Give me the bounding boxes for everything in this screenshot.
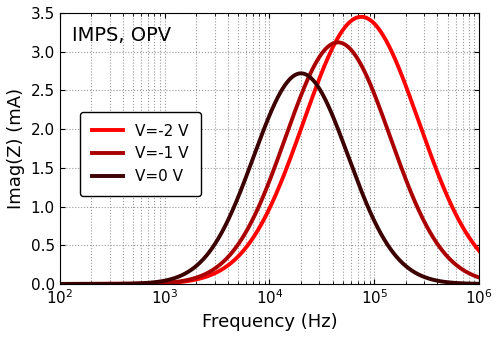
V=-1 V [335, 40, 341, 44]
V=0 V [104, 282, 110, 286]
V=-2 V [476, 249, 482, 253]
Text: IMPS, OPV: IMPS, OPV [72, 26, 172, 46]
V=-2 V [104, 282, 110, 286]
V=-1 V [104, 282, 110, 286]
V=-2 V [236, 254, 242, 258]
V=-1 V [130, 282, 136, 286]
V=-1 V [56, 282, 62, 286]
V=-2 V [56, 282, 62, 286]
Y-axis label: Imag(Z) (mA): Imag(Z) (mA) [7, 88, 25, 209]
V=0 V [218, 233, 224, 237]
V=-2 V [218, 268, 224, 272]
V=0 V [130, 282, 136, 286]
V=0 V [236, 194, 242, 198]
V=0 V [476, 282, 482, 286]
V=0 V [298, 71, 304, 75]
Line: V=-1 V: V=-1 V [60, 42, 479, 284]
V=-1 V [468, 272, 474, 276]
V=-2 V [423, 140, 429, 144]
Line: V=-2 V: V=-2 V [60, 17, 479, 284]
Legend: V=-2 V, V=-1 V, V=0 V: V=-2 V, V=-1 V, V=0 V [80, 112, 200, 196]
V=-2 V [130, 282, 136, 286]
V=0 V [468, 282, 474, 286]
V=-1 V [218, 262, 224, 266]
V=-2 V [468, 238, 474, 242]
X-axis label: Frequency (Hz): Frequency (Hz) [202, 313, 337, 331]
V=0 V [56, 282, 62, 286]
Line: V=0 V: V=0 V [60, 73, 479, 284]
V=-2 V [358, 15, 364, 19]
V=-1 V [236, 242, 242, 246]
V=-1 V [476, 275, 482, 280]
V=-1 V [423, 223, 429, 227]
V=0 V [423, 275, 429, 280]
